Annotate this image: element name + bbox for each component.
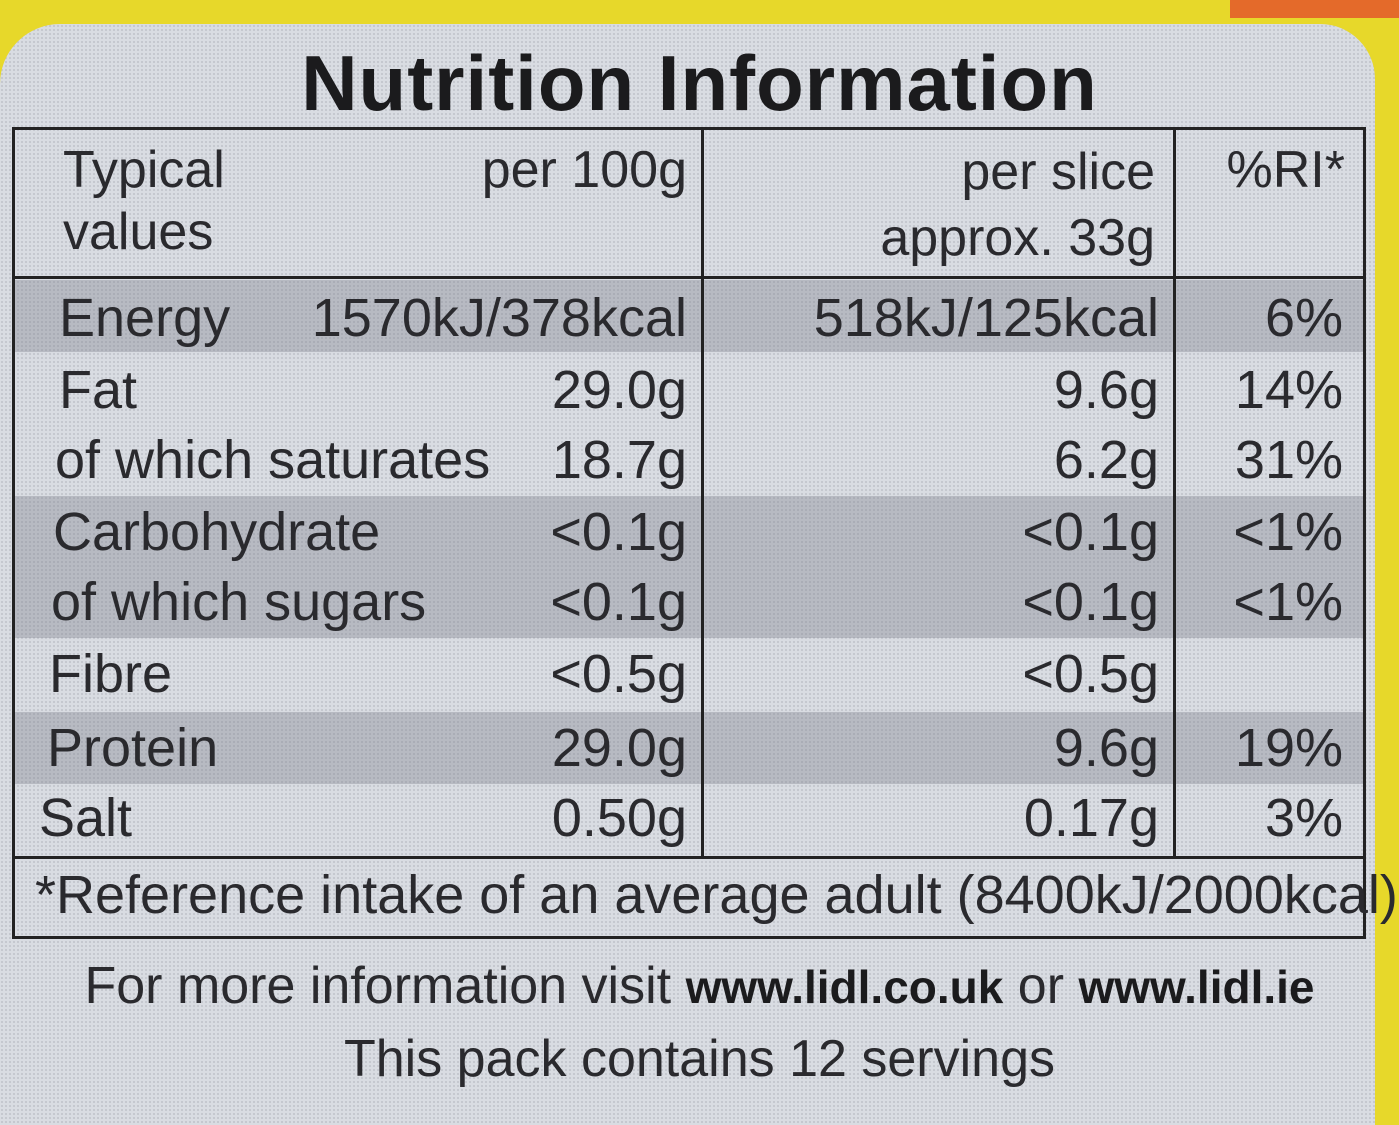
link-lidl-uk[interactable]: www.lidl.co.uk (685, 961, 1004, 1013)
value-per-100g: <0.5g (550, 644, 687, 704)
nutrient-name: of which saturates (55, 430, 491, 490)
header-approx: approx. 33g (880, 209, 1155, 267)
servings-text: This pack contains 12 servings (343, 1030, 1055, 1088)
more-info-text: For more information visit (84, 957, 672, 1015)
value-per-100g: 1570kJ/378kcal (311, 288, 687, 348)
header-per-100g: per 100g (481, 141, 687, 199)
info-footer: For more information visit www.lidl.co.u… (0, 950, 1399, 1095)
reference-intake-footnote: *Reference intake of an average adult (8… (35, 865, 1398, 925)
nutrient-name: Energy (59, 288, 231, 348)
row-shade-protein (15, 712, 1363, 784)
value-ri: 14% (1234, 360, 1343, 420)
value-per-slice: 0.17g (1023, 788, 1159, 848)
header-values: values (63, 203, 214, 261)
value-per-100g: <0.1g (550, 502, 687, 562)
value-per-100g: <0.1g (550, 572, 687, 632)
value-per-slice: <0.5g (1022, 644, 1159, 704)
value-ri: 31% (1234, 430, 1343, 490)
header-per-slice: per slice (961, 143, 1155, 201)
value-ri: <1% (1233, 502, 1343, 562)
header-divider (15, 276, 1363, 279)
value-per-slice: 6.2g (1053, 430, 1159, 490)
label-title: Nutrition Information (301, 39, 1098, 127)
value-per-slice: 9.6g (1053, 718, 1159, 778)
link-lidl-ie[interactable]: www.lidl.ie (1078, 961, 1315, 1013)
nutrient-name: Fat (59, 360, 138, 420)
nutrition-label-background (0, 24, 1375, 1125)
value-ri: 6% (1264, 288, 1343, 348)
nutrient-name: Protein (47, 718, 219, 778)
orange-edge (1230, 0, 1399, 18)
header-typical: Typical (63, 141, 225, 199)
more-info-line: For more information visit www.lidl.co.u… (0, 950, 1399, 1023)
value-per-slice: <0.1g (1022, 502, 1159, 562)
value-per-slice: 9.6g (1053, 360, 1159, 420)
or-text: or (1017, 957, 1065, 1015)
row-shade-carbohydrate (15, 496, 1363, 638)
value-ri: 3% (1264, 788, 1343, 848)
nutrient-name: Salt (39, 788, 133, 848)
value-per-100g: 18.7g (551, 430, 687, 490)
value-per-100g: 29.0g (551, 718, 687, 778)
row-shade-energy (15, 280, 1363, 352)
value-per-slice: <0.1g (1022, 572, 1159, 632)
value-per-100g: 0.50g (551, 788, 687, 848)
value-per-100g: 29.0g (551, 360, 687, 420)
value-ri: <1% (1233, 572, 1343, 632)
value-per-slice: 518kJ/125kcal (813, 288, 1159, 348)
nutrient-name: Fibre (49, 644, 173, 704)
nutrition-table: Typical values per 100g per slice approx… (12, 127, 1398, 939)
nutrient-name: of which sugars (51, 572, 427, 632)
footnote-divider (15, 856, 1363, 859)
column-divider (701, 130, 704, 858)
value-ri: 19% (1234, 718, 1343, 778)
header-ri: %RI* (1226, 141, 1345, 199)
nutrient-name: Carbohydrate (53, 502, 381, 562)
column-divider (1173, 130, 1176, 858)
